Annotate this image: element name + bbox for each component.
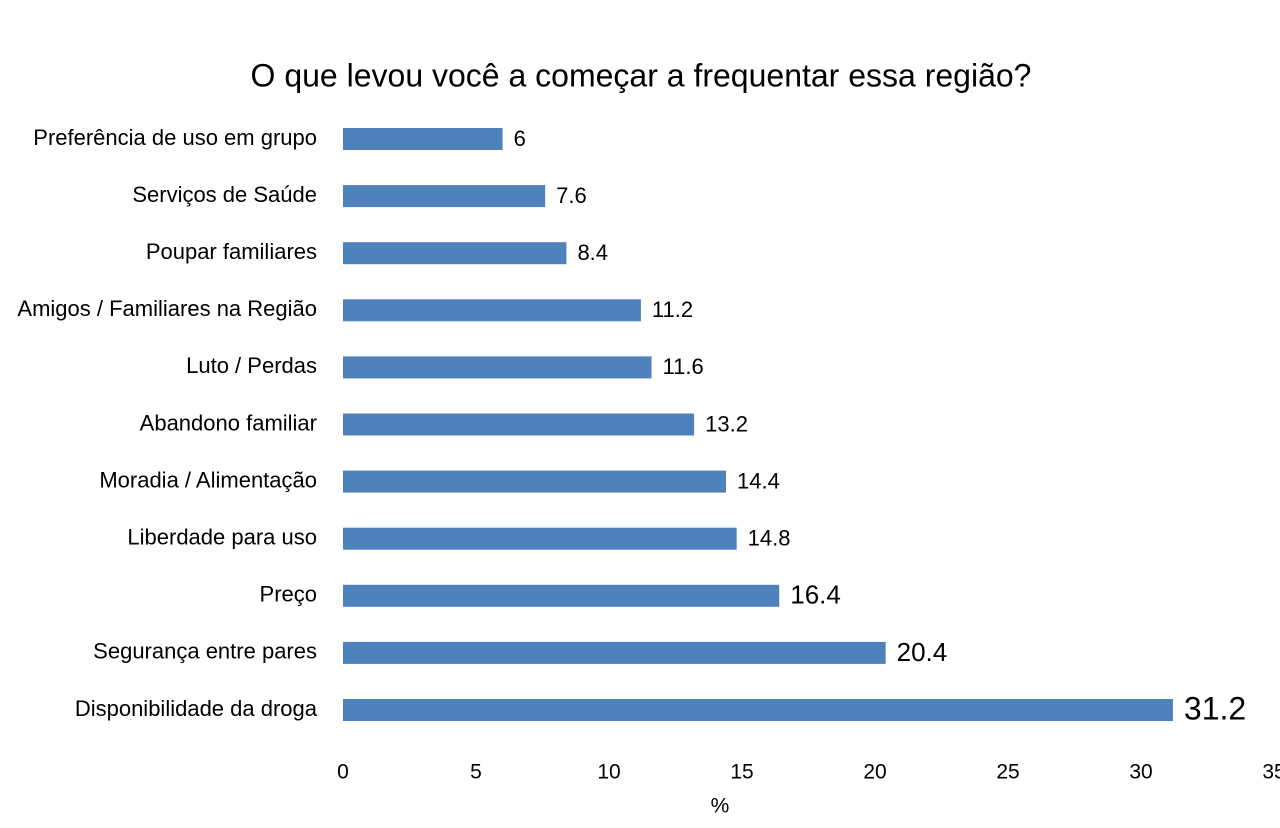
y-tick-label: Amigos / Familiares na Região: [17, 296, 317, 321]
y-tick-label: Serviços de Saúde: [132, 182, 317, 207]
y-tick-label: Preferência de uso em grupo: [33, 125, 317, 150]
bar: [343, 356, 652, 379]
value-label: 16.4: [790, 580, 841, 610]
value-label: 8.4: [577, 240, 608, 265]
bar: [343, 641, 886, 664]
bar: [343, 185, 546, 208]
x-tick-label: 10: [597, 761, 620, 784]
value-label: 13.2: [705, 411, 748, 436]
y-tick-label: Moradia / Alimentação: [99, 467, 317, 492]
value-label: 20.4: [897, 637, 948, 667]
y-tick-label: Liberdade para uso: [127, 525, 317, 550]
bar: [343, 470, 727, 493]
value-label: 7.6: [556, 183, 587, 208]
value-label: 31.2: [1184, 690, 1246, 726]
y-tick-label: Luto / Perdas: [186, 353, 317, 378]
y-tick-label: Poupar familiares: [146, 239, 317, 264]
x-tick-label: 0: [337, 761, 349, 784]
y-tick-label: Segurança entre pares: [93, 639, 317, 664]
bar: [343, 242, 567, 265]
y-tick-label: Disponibilidade da droga: [75, 696, 318, 721]
bar: [343, 699, 1173, 721]
x-tick-label: 35: [1262, 761, 1280, 784]
value-label: 14.8: [748, 526, 791, 551]
x-tick-label: 15: [730, 761, 753, 784]
bar: [343, 584, 780, 607]
chart-title: O que levou você a começar a frequentar …: [251, 57, 1032, 93]
x-tick-label: 5: [470, 761, 482, 784]
value-label: 14.4: [737, 468, 780, 493]
x-tick-label: 25: [996, 761, 1019, 784]
x-tick-label: 20: [863, 761, 886, 784]
y-tick-label: Abandono familiar: [140, 410, 317, 435]
bar: [343, 527, 737, 550]
x-axis-label: %: [711, 795, 730, 818]
bar: [343, 299, 641, 322]
bar: [343, 128, 503, 150]
y-tick-label: Preço: [260, 582, 317, 607]
bar: [343, 413, 695, 436]
value-label: 11.2: [652, 297, 693, 322]
value-label: 11.6: [663, 354, 704, 379]
x-tick-label: 30: [1129, 761, 1152, 784]
value-label: 6: [514, 126, 526, 151]
